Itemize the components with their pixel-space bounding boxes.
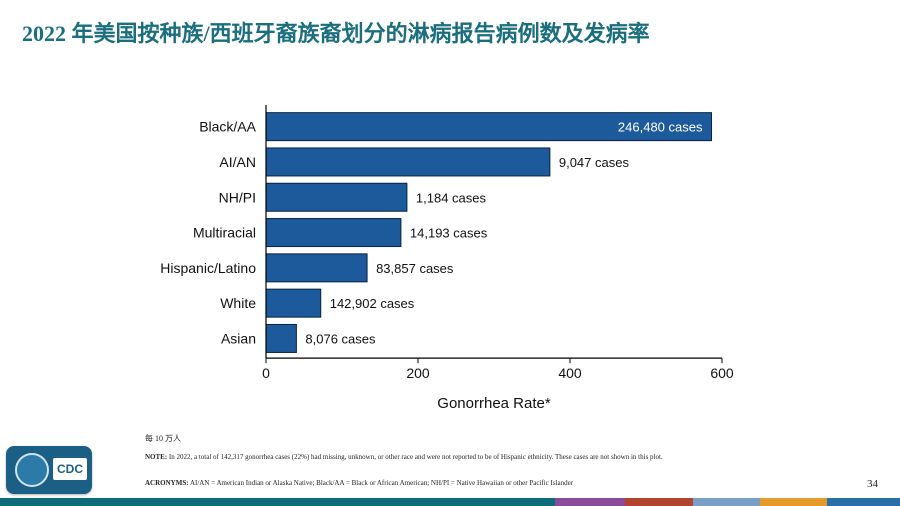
- data-label: 83,857 cases: [376, 261, 454, 276]
- color-segment: [258, 498, 555, 506]
- acronyms-label: ACRONYMS:: [145, 479, 189, 487]
- x-tick-label: 0: [262, 365, 270, 381]
- color-segment: [693, 498, 760, 506]
- category-label: Multiracial: [193, 225, 256, 241]
- x-tick-label: 600: [710, 365, 734, 381]
- color-segment: [625, 498, 693, 506]
- bar-chart: Black/AA 246,480 cases AI/AN 9,047 cases NH/…: [160, 105, 734, 412]
- page-number: 34: [867, 478, 878, 490]
- category-label: AI/AN: [219, 154, 256, 170]
- bar-hispanic-latino: [265, 253, 368, 283]
- color-segment: [760, 498, 827, 506]
- data-label: 8,076 cases: [305, 331, 376, 346]
- category-label: NH/PI: [219, 189, 256, 205]
- bar-black-aa: [265, 112, 713, 142]
- note-text: In 2022, a total of 142,317 gonorrhea ca…: [168, 453, 663, 461]
- x-ticks-layer: 0 200 400 600: [262, 358, 734, 381]
- bar-asian: [265, 323, 297, 353]
- data-label: 9,047 cases: [559, 155, 630, 170]
- slide-title: 2022 年美国按种族/西班牙裔族裔划分的淋病报告病例数及发病率: [22, 21, 650, 46]
- unit-note: 每 10 万人: [145, 434, 181, 443]
- bars-layer: Black/AA 246,480 cases AI/AN 9,047 cases NH/…: [160, 112, 713, 353]
- x-tick-label: 200: [406, 365, 430, 381]
- data-label: 246,480 cases: [618, 120, 703, 135]
- data-label: 14,193 cases: [410, 226, 488, 241]
- acronyms-note: ACRONYMS: AI/AN = American Indian or Ala…: [145, 479, 573, 487]
- category-label: Hispanic/Latino: [160, 260, 256, 276]
- hhs-eagle-icon: [15, 453, 49, 487]
- x-tick-label: 400: [558, 365, 582, 381]
- x-axis-label: Gonorrhea Rate*: [437, 395, 551, 412]
- note-label: NOTE:: [145, 453, 168, 461]
- category-label: Black/AA: [199, 119, 256, 135]
- bar-white: [265, 288, 322, 318]
- bar-nh-pi: [265, 182, 408, 212]
- bottom-color-bar: [0, 498, 900, 506]
- category-label: Asian: [221, 330, 256, 346]
- color-segment: [0, 498, 258, 506]
- acronyms-text: AI/AN = American Indian or Alaska Native…: [189, 479, 574, 487]
- cdc-logo-text: CDC: [53, 458, 87, 480]
- data-label: 1,184 cases: [416, 190, 487, 205]
- bar-ai-an: [265, 147, 551, 177]
- data-label: 142,902 cases: [330, 296, 415, 311]
- cdc-logo: CDC: [6, 446, 92, 494]
- bar-multiracial: [265, 218, 402, 248]
- color-segment: [555, 498, 625, 506]
- footnote: NOTE: In 2022, a total of 142,317 gonorr…: [145, 453, 663, 461]
- color-segment: [827, 498, 900, 506]
- category-label: White: [220, 295, 256, 311]
